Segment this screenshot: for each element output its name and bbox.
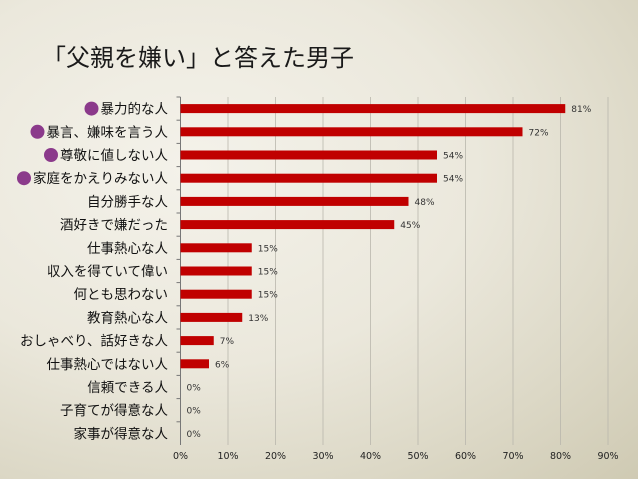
- category-label: 家事が得意な人: [74, 425, 169, 442]
- data-label: 81%: [571, 105, 591, 115]
- category-label: 暴力的な人: [101, 102, 169, 118]
- bar: [180, 243, 252, 253]
- data-label: 45%: [400, 221, 420, 231]
- category-label: おしゃべり、話好きな人: [20, 333, 168, 350]
- category-label: 仕事熱心ではない人: [47, 357, 169, 373]
- bar: [180, 196, 409, 206]
- data-label: 48%: [415, 198, 435, 208]
- bar: [180, 127, 523, 137]
- bar: [180, 173, 437, 183]
- category-label: 信頼できる人: [87, 380, 168, 396]
- x-tick-label: 60%: [455, 451, 476, 462]
- data-label: 54%: [443, 175, 463, 185]
- bar: [180, 359, 209, 369]
- data-label: 54%: [443, 152, 463, 162]
- category-label: 教育熱心な人: [87, 310, 168, 326]
- highlight-marker: [30, 124, 45, 139]
- bar: [180, 312, 243, 322]
- x-tick-label: 80%: [550, 451, 571, 462]
- category-label: 仕事熱心な人: [87, 241, 168, 257]
- category-label: 何とも思わない: [74, 287, 169, 303]
- bar: [180, 104, 566, 114]
- slide-title: 「父親を嫌い」と答えた男子: [42, 44, 354, 72]
- bar: [180, 220, 395, 230]
- bar: [180, 150, 437, 160]
- category-label: 子育てが得意な人: [60, 402, 168, 419]
- data-label: 15%: [258, 244, 278, 254]
- bar: [180, 336, 214, 346]
- highlight-marker: [44, 148, 58, 162]
- highlight-marker: [84, 101, 99, 116]
- x-tick-label: 10%: [217, 451, 238, 462]
- data-label: 0%: [187, 430, 202, 440]
- bar: [180, 289, 252, 299]
- category-label: 暴言、嫌味を言う人: [47, 125, 169, 141]
- data-label: 7%: [220, 337, 235, 347]
- highlight-marker: [17, 171, 31, 186]
- bar: [180, 266, 252, 276]
- data-label: 0%: [187, 407, 202, 417]
- x-tick-label: 50%: [407, 451, 428, 462]
- x-tick-label: 90%: [597, 451, 618, 462]
- data-label: 13%: [248, 314, 268, 324]
- data-label: 15%: [258, 291, 278, 301]
- category-label: 尊敬に値しない人: [60, 148, 168, 164]
- data-label: 72%: [529, 128, 549, 138]
- category-label: 自分勝手な人: [87, 194, 168, 210]
- category-label: 酒好きで嫌だった: [60, 218, 168, 234]
- x-tick-label: 20%: [265, 451, 286, 462]
- category-label: 収入を得ていて偉い: [47, 263, 168, 280]
- data-label: 6%: [215, 360, 230, 370]
- x-tick-label: 40%: [360, 451, 381, 462]
- data-label: 0%: [187, 384, 202, 394]
- data-label: 15%: [258, 268, 278, 278]
- x-tick-label: 70%: [502, 451, 523, 462]
- x-tick-label: 30%: [312, 451, 333, 462]
- x-tick-label: 0%: [173, 451, 188, 462]
- category-label: 家庭をかえりみない人: [33, 170, 168, 187]
